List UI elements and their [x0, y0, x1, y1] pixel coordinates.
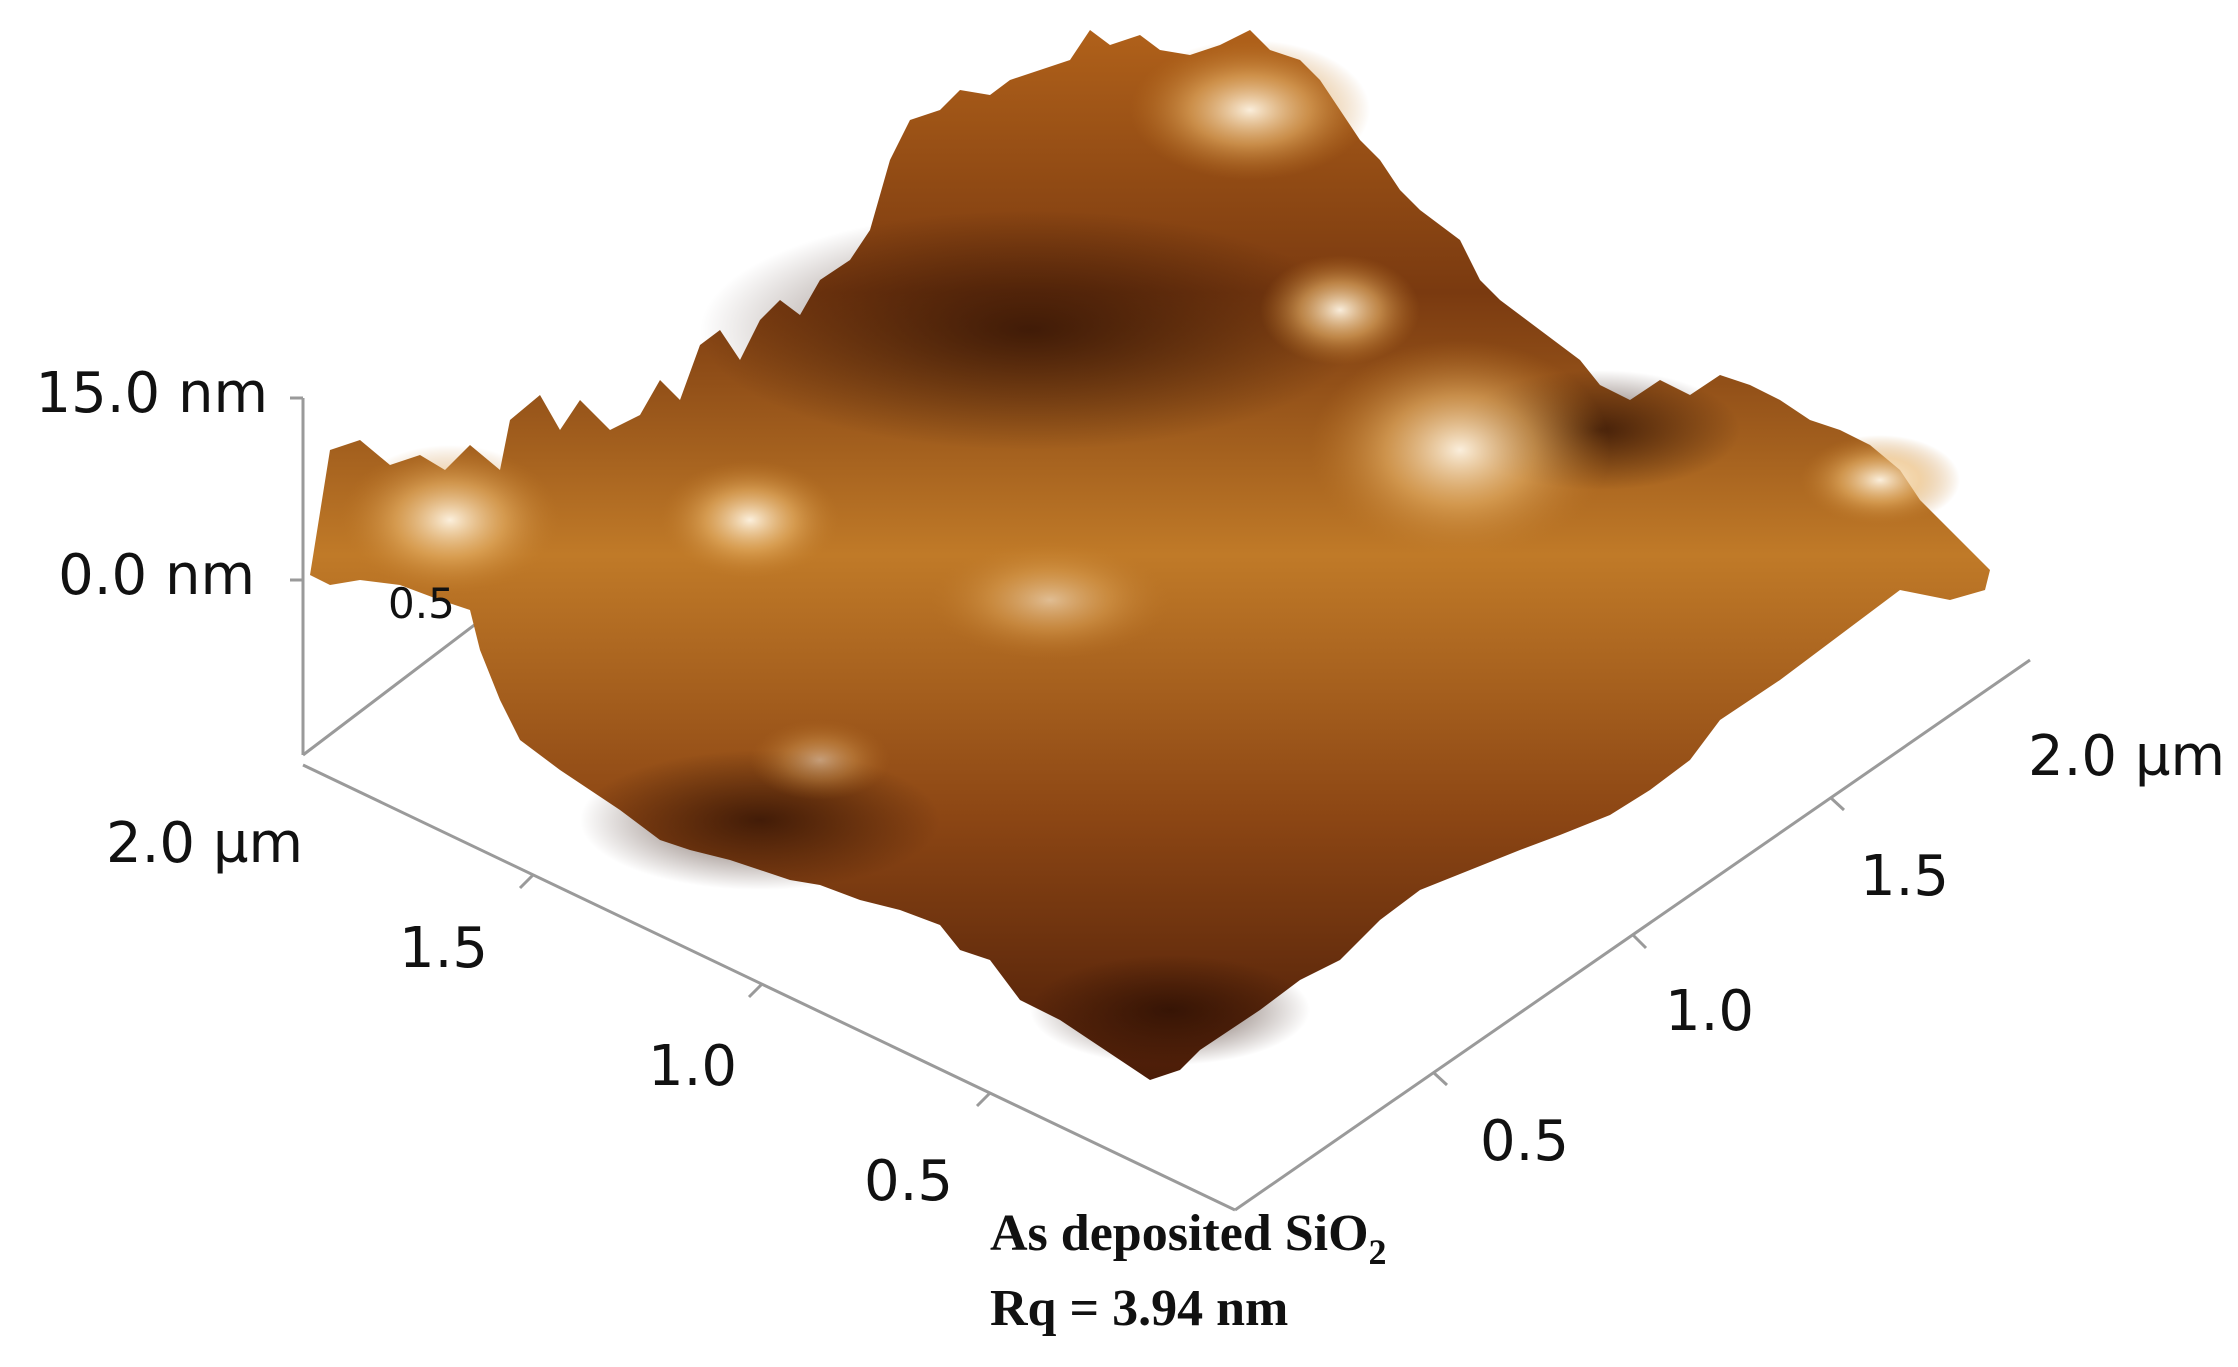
caption-roughness: Rq = 3.94 nm	[990, 1280, 1288, 1337]
left-front-axis-line	[302, 763, 1236, 1212]
right-axis-tick-label: 2.0 µm	[2028, 724, 2225, 789]
left-axis-labels: 2.0 µm 1.5 1.0 0.5	[106, 811, 953, 1214]
z-axis-bottom-label: 0.0 nm	[58, 543, 255, 608]
left-axis-tick	[747, 982, 764, 999]
right-axis-tick	[1432, 1071, 1449, 1087]
right-axis-labels: 2.0 µm 1.5 1.0 0.5	[1480, 724, 2225, 1174]
left-axis-tick-label: 1.5	[399, 916, 488, 981]
caption-sample-text: As deposited SiO	[990, 1205, 1369, 1262]
right-axis-tick	[1829, 796, 1846, 812]
afm-surface	[310, 30, 1990, 1080]
surface-highlight	[930, 540, 1170, 660]
right-axis-tick-label: 0.5	[1480, 1109, 1569, 1174]
right-axis-tick-label: 1.0	[1665, 979, 1754, 1044]
z-axis-hidden-tick-label: 0.5	[388, 579, 455, 628]
surface-body	[310, 30, 1990, 1080]
left-axis-tick	[518, 873, 535, 890]
surface-highlight	[1260, 255, 1420, 365]
surface-highlight	[1130, 40, 1370, 180]
left-axis-tick-label: 2.0 µm	[106, 811, 303, 876]
right-axis-tick	[1631, 933, 1648, 950]
surface-highlight	[340, 445, 560, 595]
right-front-axis-line	[1234, 658, 2031, 1212]
left-axis-tick-label: 0.5	[864, 1149, 953, 1214]
surface-highlight	[750, 720, 890, 800]
left-axis-tick-label: 1.0	[648, 1034, 737, 1099]
surface-shadow	[700, 210, 1360, 450]
surface-highlight	[1800, 435, 1960, 525]
surface-shadow	[1030, 955, 1310, 1065]
right-axis-tick-label: 1.5	[1860, 844, 1949, 909]
surface-highlight	[1310, 340, 1610, 560]
z-axis-top-label: 15.0 nm	[35, 361, 268, 426]
left-axis-tick	[975, 1091, 992, 1108]
caption-sample-name: As deposited SiO2	[990, 1205, 1387, 1272]
surface-highlight	[660, 460, 840, 580]
caption-sample-subscript: 2	[1369, 1232, 1387, 1272]
